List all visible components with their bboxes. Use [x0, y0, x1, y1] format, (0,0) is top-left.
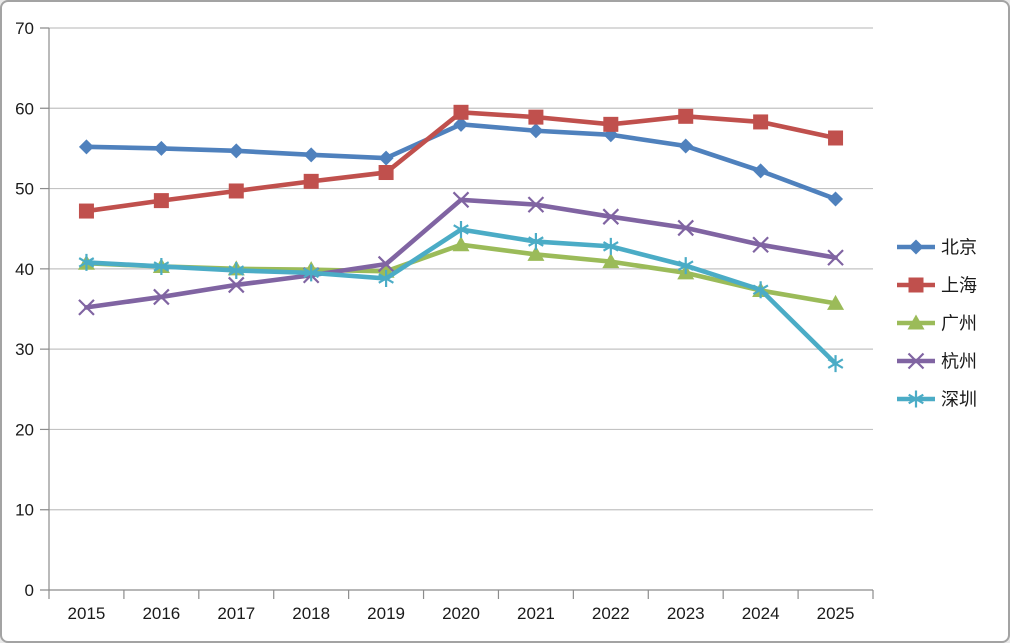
data-point-marker [303, 173, 319, 189]
data-point-marker [602, 253, 620, 269]
y-axis-tick-label: 10 [15, 501, 34, 520]
data-point-marker [602, 237, 619, 255]
data-point-marker [528, 123, 544, 139]
x-axis-tick-label: 2018 [292, 604, 330, 623]
data-point-marker [228, 183, 244, 199]
data-point-marker [907, 352, 925, 370]
data-point-marker [527, 245, 545, 261]
x-axis-tick-label: 2020 [442, 604, 480, 623]
legend-label-shanghai: 上海 [941, 276, 977, 296]
data-point-marker [153, 257, 170, 275]
data-point-marker [827, 249, 844, 266]
data-point-marker [78, 253, 95, 271]
y-axis-tick-label: 60 [15, 99, 34, 118]
data-point-marker [378, 150, 394, 166]
x-axis-tick-label: 2019 [367, 604, 405, 623]
data-point-marker [453, 221, 469, 239]
series-line-hangzhou [84, 197, 838, 310]
x-axis-tick-label: 2023 [667, 604, 705, 623]
data-point-marker [153, 140, 169, 156]
data-point-marker [828, 130, 844, 146]
data-point-marker [228, 143, 244, 159]
x-axis-tick-label: 2024 [742, 604, 780, 623]
x-axis-tick-label: 2017 [217, 604, 255, 623]
data-point-marker [303, 147, 319, 163]
data-point-marker [78, 139, 94, 155]
y-axis-tick-label: 50 [15, 180, 34, 199]
data-point-marker [908, 239, 924, 255]
data-point-marker [908, 277, 924, 293]
data-point-marker [677, 257, 694, 275]
series-line-beijing [84, 122, 838, 202]
data-point-marker [228, 261, 245, 279]
data-point-marker [752, 281, 769, 299]
y-axis-tick-label: 40 [15, 260, 34, 279]
data-point-marker [78, 299, 95, 316]
y-axis-tick-label: 20 [15, 420, 34, 439]
data-point-marker [753, 163, 769, 179]
data-point-marker [678, 138, 694, 154]
data-point-marker [603, 116, 619, 132]
data-point-marker [303, 264, 320, 282]
data-point-marker [753, 114, 769, 130]
data-point-marker [227, 276, 245, 294]
data-point-marker [153, 193, 169, 209]
data-point-marker [453, 104, 469, 120]
data-point-marker [78, 203, 94, 219]
data-point-marker [827, 355, 844, 373]
y-axis-tick-label: 70 [15, 19, 34, 38]
data-point-marker [528, 233, 544, 251]
data-point-marker [527, 196, 545, 213]
data-point-marker [907, 314, 925, 330]
data-point-marker [602, 208, 620, 225]
data-point-marker [452, 236, 470, 252]
data-point-marker [828, 191, 844, 207]
data-point-marker [452, 191, 470, 209]
x-axis-tick-label: 2021 [517, 604, 555, 623]
data-point-marker [528, 109, 544, 125]
y-axis-tick-label: 30 [15, 340, 34, 359]
legend-label-shenzhen: 深圳 [941, 390, 977, 410]
legend-label-beijing: 北京 [941, 238, 977, 258]
data-point-marker [678, 108, 694, 124]
y-axis-tick-label: 0 [25, 581, 34, 600]
data-point-marker [153, 288, 170, 306]
data-point-marker [453, 116, 469, 132]
data-point-marker [908, 390, 924, 408]
legend-label-hangzhou: 杭州 [941, 352, 977, 372]
data-point-marker [377, 255, 395, 273]
series-line-guangzhou [84, 242, 838, 306]
data-point-marker [677, 219, 695, 237]
data-point-marker [752, 236, 769, 254]
x-axis-tick-label: 2016 [142, 604, 180, 623]
data-point-marker [378, 269, 394, 287]
x-axis-tick-label: 2022 [592, 604, 630, 623]
x-axis-tick-label: 2025 [817, 604, 855, 623]
data-point-marker [827, 294, 845, 310]
x-axis-tick-label: 2015 [68, 604, 106, 623]
data-point-marker [378, 165, 394, 181]
legend-label-guangzhou: 广州 [941, 314, 977, 334]
